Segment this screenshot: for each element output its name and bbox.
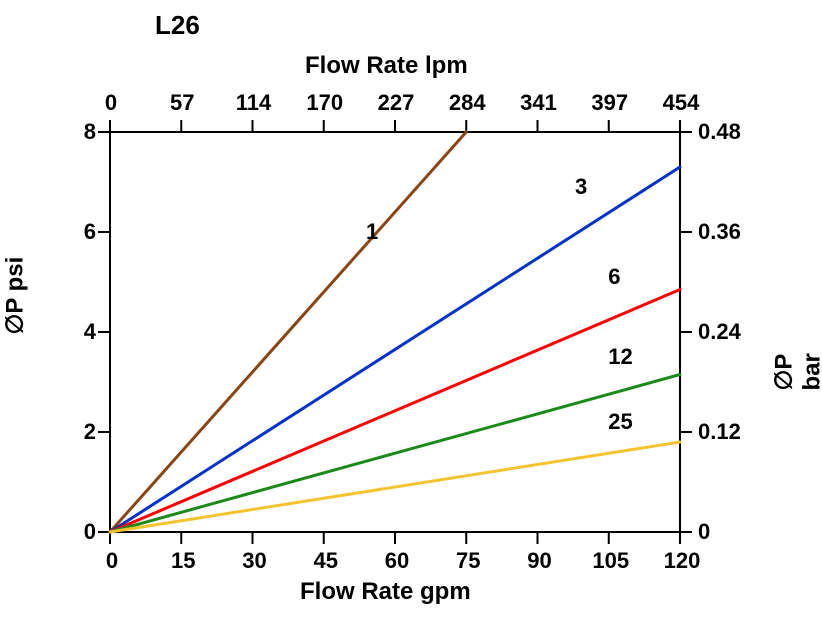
y-left-tick-1: 2 — [72, 419, 96, 445]
y-right-tick-4: 0.48 — [698, 119, 741, 145]
x-bottom-tick-6: 90 — [520, 548, 560, 574]
x-top-tick-8: 454 — [656, 90, 706, 116]
y-right-label: ∅P bar — [770, 353, 822, 390]
series-label-6: 6 — [608, 264, 620, 290]
y-right-tick-2: 0.24 — [698, 319, 741, 345]
x-bottom-tick-2: 30 — [235, 548, 275, 574]
x-bottom-tick-3: 45 — [306, 548, 346, 574]
x-bottom-tick-1: 15 — [163, 548, 203, 574]
x-bottom-tick-5: 75 — [448, 548, 488, 574]
series-label-12: 12 — [608, 344, 632, 370]
chart-container: L260153045607590105120Flow Rate gpm05711… — [0, 0, 822, 640]
y-left-tick-3: 6 — [72, 219, 96, 245]
y-left-label: ∅P psi — [1, 257, 30, 335]
x-top-tick-6: 341 — [514, 90, 564, 116]
x-bottom-label: Flow Rate gpm — [300, 578, 471, 606]
y-left-tick-0: 0 — [72, 519, 96, 545]
x-bottom-tick-4: 60 — [377, 548, 417, 574]
x-top-tick-4: 227 — [371, 90, 421, 116]
x-bottom-tick-7: 105 — [591, 548, 631, 574]
x-top-tick-2: 114 — [229, 90, 279, 116]
x-top-tick-7: 397 — [585, 90, 635, 116]
y-right-tick-1: 0.12 — [698, 419, 741, 445]
x-top-tick-3: 170 — [300, 90, 350, 116]
y-left-tick-2: 4 — [72, 319, 96, 345]
x-top-tick-1: 57 — [157, 90, 207, 116]
x-bottom-tick-0: 0 — [92, 548, 132, 574]
series-label-3: 3 — [575, 174, 587, 200]
chart-title: L26 — [155, 10, 200, 41]
y-left-tick-4: 8 — [72, 119, 96, 145]
x-top-tick-0: 0 — [86, 90, 136, 116]
x-top-tick-5: 284 — [442, 90, 492, 116]
x-bottom-tick-8: 120 — [662, 548, 702, 574]
series-label-1: 1 — [366, 219, 378, 245]
series-label-25: 25 — [608, 409, 632, 435]
x-top-label: Flow Rate lpm — [305, 52, 468, 80]
y-right-tick-0: 0 — [698, 519, 710, 545]
y-right-tick-3: 0.36 — [698, 219, 741, 245]
